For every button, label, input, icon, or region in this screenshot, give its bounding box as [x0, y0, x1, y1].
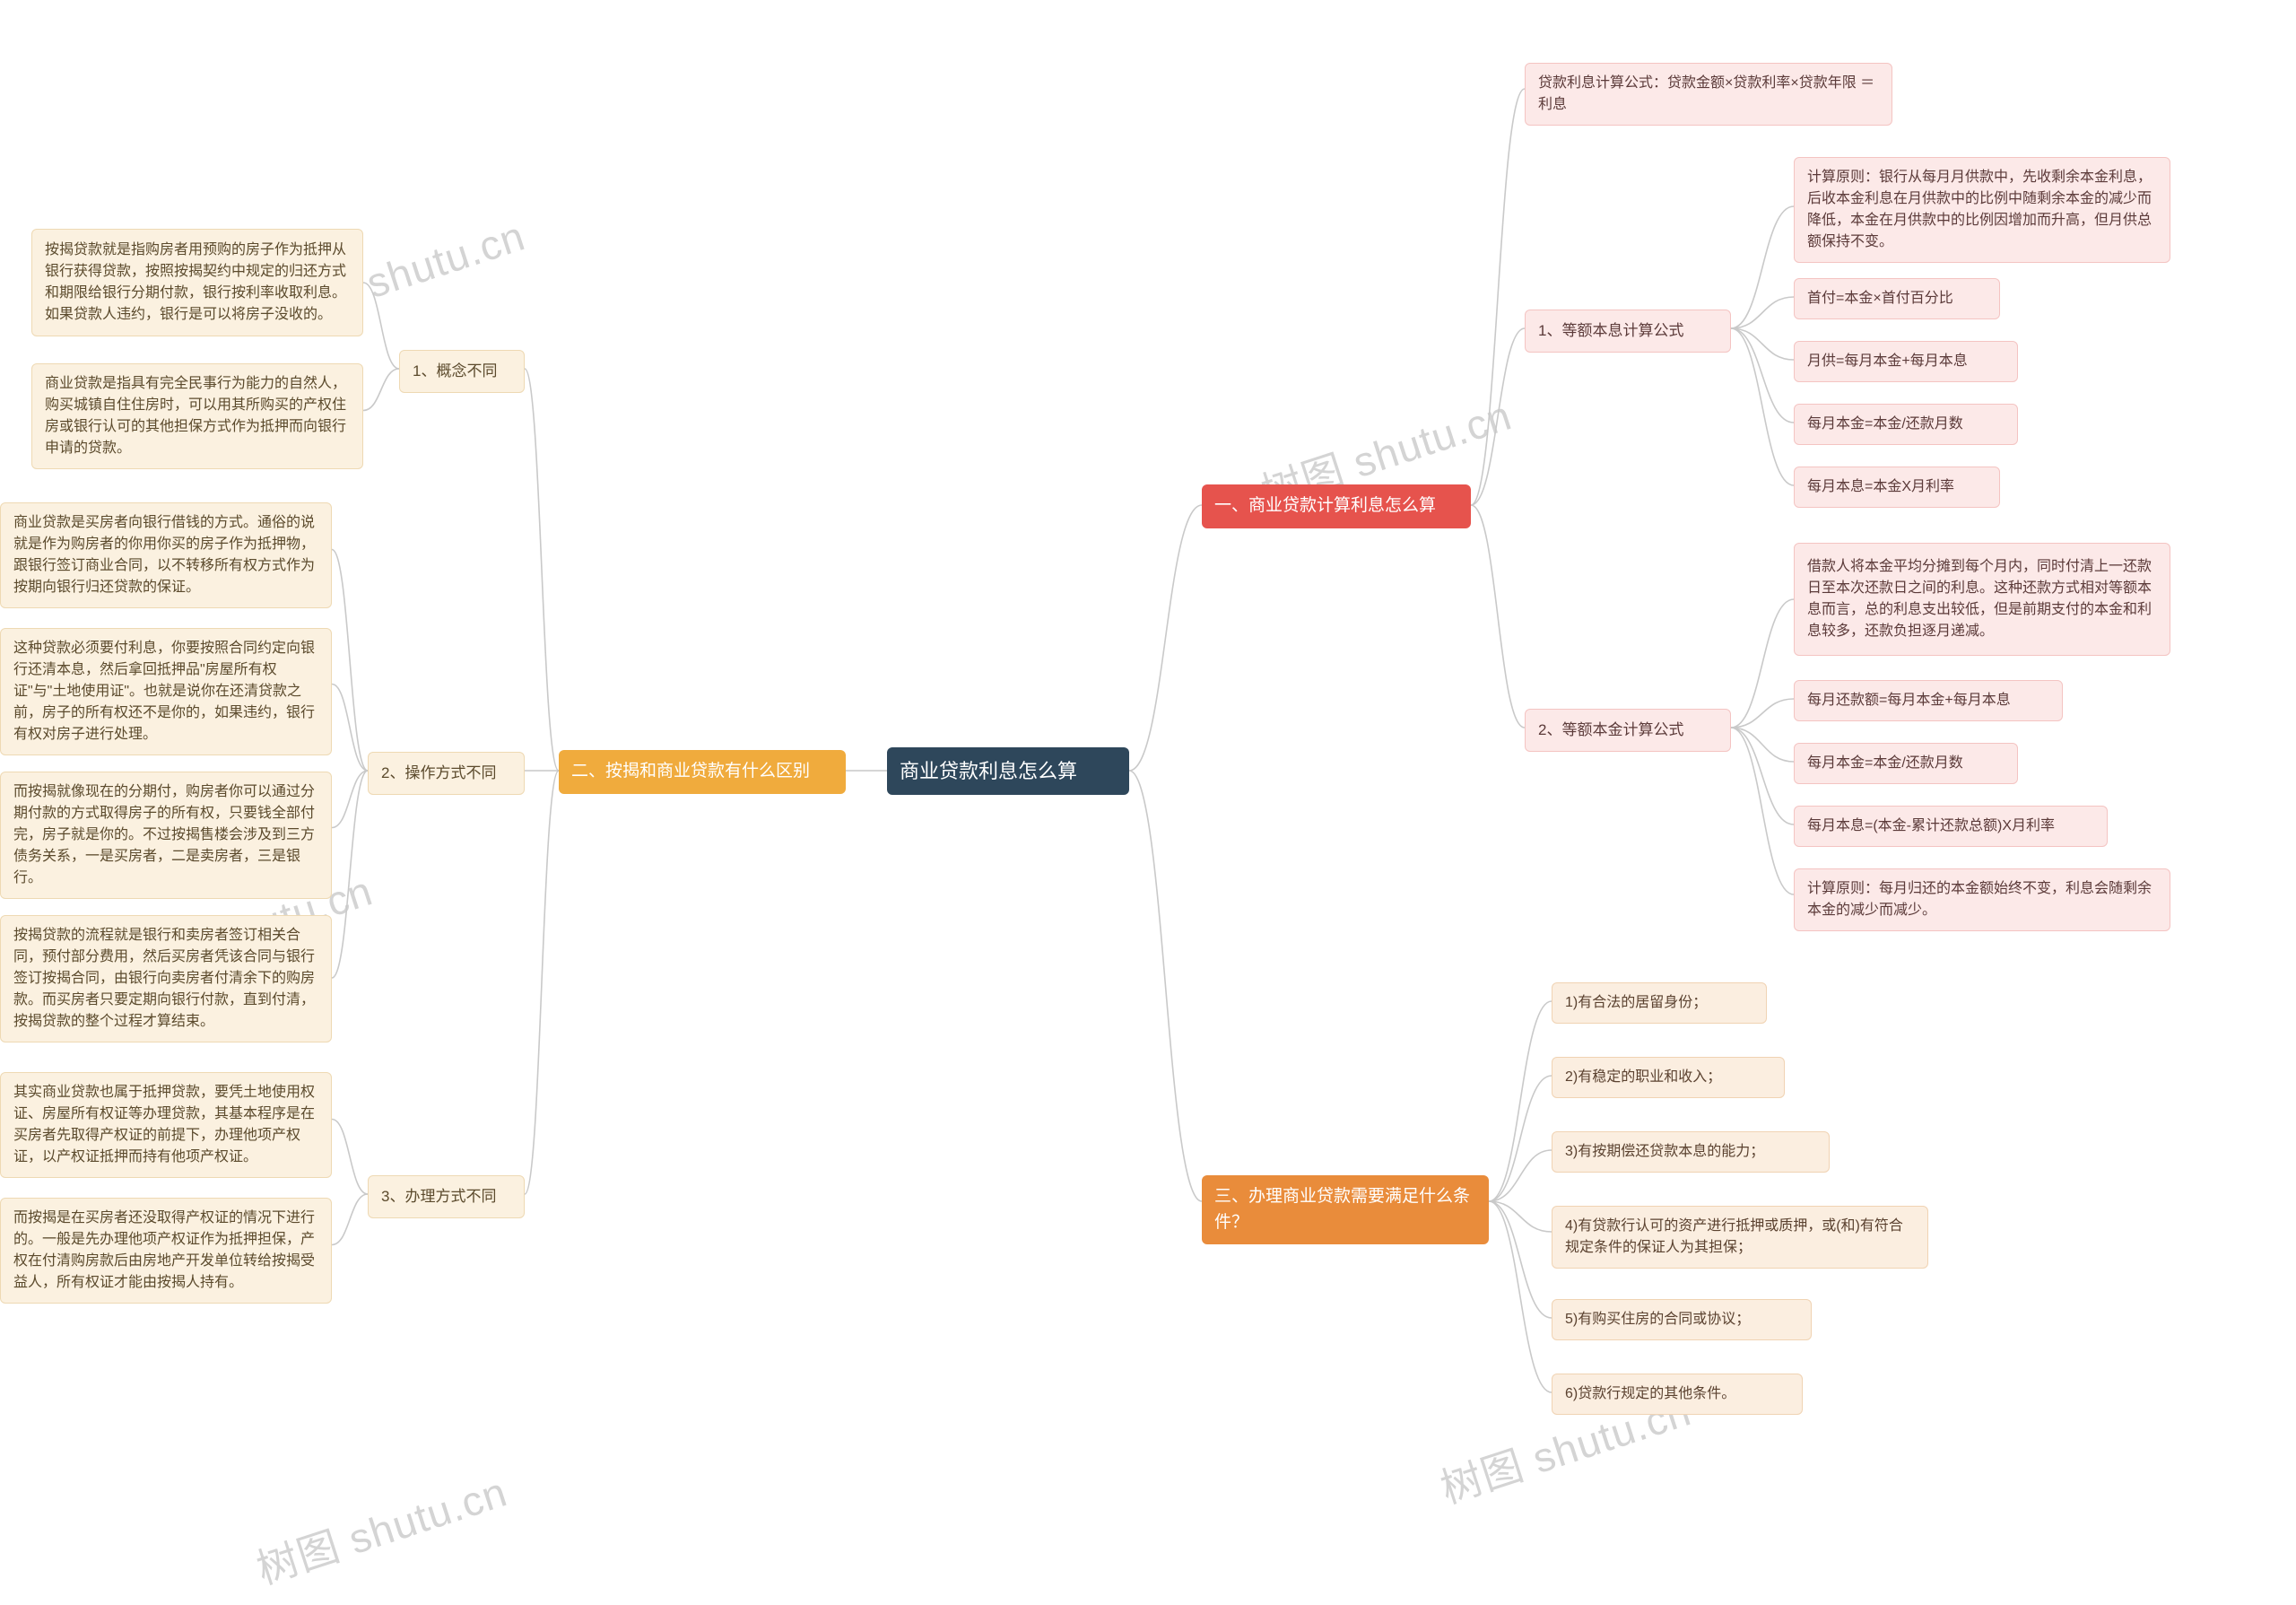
watermark: 树图 shutu.cn [248, 1460, 514, 1596]
node-b2[interactable]: 二、按揭和商业贷款有什么区别 [559, 750, 846, 794]
node-label: 计算原则：每月归还的本金额始终不变，利息会随剩余本金的减少而减少。 [1807, 878, 2157, 921]
node-label: 按揭贷款就是指购房者用预购的房子作为抵押从银行获得贷款，按照按揭契约中规定的归还… [45, 240, 350, 326]
node-b2_s2_d[interactable]: 按揭贷款的流程就是银行和卖房者签订相关合同，预付部分费用，然后买房者凭该合同与银… [0, 915, 332, 1042]
node-label: 一、商业贷款计算利息怎么算 [1214, 493, 1436, 519]
node-label: 商业贷款利息怎么算 [900, 756, 1077, 786]
node-label: 每月本息=(本金-累计还款总额)X月利率 [1807, 816, 2055, 837]
node-label: 2、等额本金计算公式 [1538, 719, 1683, 742]
node-b2_s1_a[interactable]: 按揭贷款就是指购房者用预购的房子作为抵押从银行获得贷款，按照按揭契约中规定的归还… [31, 229, 363, 336]
node-label: 按揭贷款的流程就是银行和卖房者签订相关合同，预付部分费用，然后买房者凭该合同与银… [13, 925, 318, 1033]
node-b2_s2[interactable]: 2、操作方式不同 [368, 752, 525, 795]
node-b1_s1_d[interactable]: 每月本金=本金/还款月数 [1794, 404, 2018, 445]
node-label: 这种贷款必须要付利息，你要按照合同约定向银行还清本息，然后拿回抵押品"房屋所有权… [13, 638, 318, 746]
node-b3_b[interactable]: 2)有稳定的职业和收入； [1552, 1057, 1785, 1098]
node-label: 每月本金=本金/还款月数 [1807, 414, 1963, 435]
node-label: 而按揭就像现在的分期付，购房者你可以通过分期付款的方式取得房子的所有权，只要钱全… [13, 781, 318, 889]
node-root[interactable]: 商业贷款利息怎么算 [887, 747, 1129, 795]
node-label: 5)有购买住房的合同或协议； [1565, 1309, 1750, 1330]
node-b2_s3_b[interactable]: 而按揭是在买房者还没取得产权证的情况下进行的。一般是先办理他项产权证作为抵押担保… [0, 1198, 332, 1304]
node-b1_s2_e[interactable]: 计算原则：每月归还的本金额始终不变，利息会随剩余本金的减少而减少。 [1794, 868, 2170, 931]
node-label: 计算原则：银行从每月月供款中，先收剩余本金利息，后收本金利息在月供款中的比例中随… [1807, 167, 2157, 253]
node-b2_s1_b[interactable]: 商业贷款是指具有完全民事行为能力的自然人，购买城镇自住住房时，可以用其所购买的产… [31, 363, 363, 469]
node-b2_s3_a[interactable]: 其实商业贷款也属于抵押贷款，要凭土地使用权证、房屋所有权证等办理贷款，其基本程序… [0, 1072, 332, 1178]
node-label: 6)贷款行规定的其他条件。 [1565, 1383, 1735, 1405]
node-b1_s2_c[interactable]: 每月本金=本金/还款月数 [1794, 743, 2018, 784]
node-b3_f[interactable]: 6)贷款行规定的其他条件。 [1552, 1374, 1803, 1415]
node-b1_s1_e[interactable]: 每月本息=本金X月利率 [1794, 467, 2000, 508]
node-label: 每月还款额=每月本金+每月本息 [1807, 690, 2011, 711]
node-b3_e[interactable]: 5)有购买住房的合同或协议； [1552, 1299, 1812, 1340]
node-b3_a[interactable]: 1)有合法的居留身份； [1552, 982, 1767, 1024]
node-b2_s1[interactable]: 1、概念不同 [399, 350, 525, 393]
node-b3_d[interactable]: 4)有贷款行认可的资产进行抵押或质押，或(和)有符合规定条件的保证人为其担保； [1552, 1206, 1928, 1269]
node-b1_s2_b[interactable]: 每月还款额=每月本金+每月本息 [1794, 680, 2063, 721]
node-label: 借款人将本金平均分摊到每个月内，同时付清上一还款日至本次还款日之间的利息。这种还… [1807, 556, 2157, 642]
node-label: 其实商业贷款也属于抵押贷款，要凭土地使用权证、房屋所有权证等办理贷款，其基本程序… [13, 1082, 318, 1168]
node-label: 1、等额本息计算公式 [1538, 319, 1683, 343]
node-label: 月供=每月本金+每月本息 [1807, 351, 1968, 372]
node-b1_s2[interactable]: 2、等额本金计算公式 [1525, 709, 1731, 752]
node-label: 三、办理商业贷款需要满足什么条件？ [1214, 1184, 1476, 1235]
node-label: 3)有按期偿还贷款本息的能力； [1565, 1141, 1764, 1163]
node-label: 二、按揭和商业贷款有什么区别 [571, 759, 810, 785]
mindmap-canvas: 树图 shutu.cn树图 shutu.cn树图 shutu.cn树图 shut… [0, 0, 2296, 1605]
node-b3_c[interactable]: 3)有按期偿还贷款本息的能力； [1552, 1131, 1830, 1173]
node-label: 商业贷款是买房者向银行借钱的方式。通俗的说就是作为购房者的你用你买的房子作为抵押… [13, 512, 318, 598]
node-b1_s1[interactable]: 1、等额本息计算公式 [1525, 310, 1731, 353]
node-label: 商业贷款是指具有完全民事行为能力的自然人，购买城镇自住住房时，可以用其所购买的产… [45, 373, 350, 459]
node-label: 2)有稳定的职业和收入； [1565, 1067, 1721, 1088]
node-b2_s3[interactable]: 3、办理方式不同 [368, 1175, 525, 1218]
node-b1_s1_c[interactable]: 月供=每月本金+每月本息 [1794, 341, 2018, 382]
node-label: 贷款利息计算公式：贷款金额×贷款利率×贷款年限 ＝ 利息 [1538, 73, 1879, 116]
node-label: 而按揭是在买房者还没取得产权证的情况下进行的。一般是先办理他项产权证作为抵押担保… [13, 1208, 318, 1294]
node-label: 2、操作方式不同 [381, 762, 496, 785]
node-label: 3、办理方式不同 [381, 1185, 496, 1208]
node-b1_s2_d[interactable]: 每月本息=(本金-累计还款总额)X月利率 [1794, 806, 2108, 847]
node-label: 4)有贷款行认可的资产进行抵押或质押，或(和)有符合规定条件的保证人为其担保； [1565, 1216, 1915, 1259]
node-b3[interactable]: 三、办理商业贷款需要满足什么条件？ [1202, 1175, 1489, 1244]
node-label: 每月本息=本金X月利率 [1807, 476, 1954, 498]
node-b1_s2_a[interactable]: 借款人将本金平均分摊到每个月内，同时付清上一还款日至本次还款日之间的利息。这种还… [1794, 543, 2170, 656]
node-b2_s2_b[interactable]: 这种贷款必须要付利息，你要按照合同约定向银行还清本息，然后拿回抵押品"房屋所有权… [0, 628, 332, 755]
node-label: 1)有合法的居留身份； [1565, 992, 1707, 1014]
node-b1_s1_b[interactable]: 首付=本金×首付百分比 [1794, 278, 2000, 319]
node-label: 每月本金=本金/还款月数 [1807, 753, 1963, 774]
node-label: 首付=本金×首付百分比 [1807, 288, 1953, 310]
node-b1_s0[interactable]: 贷款利息计算公式：贷款金额×贷款利率×贷款年限 ＝ 利息 [1525, 63, 1892, 126]
node-b2_s2_c[interactable]: 而按揭就像现在的分期付，购房者你可以通过分期付款的方式取得房子的所有权，只要钱全… [0, 772, 332, 899]
node-b1[interactable]: 一、商业贷款计算利息怎么算 [1202, 484, 1471, 528]
node-b2_s2_a[interactable]: 商业贷款是买房者向银行借钱的方式。通俗的说就是作为购房者的你用你买的房子作为抵押… [0, 502, 332, 608]
node-label: 1、概念不同 [413, 360, 497, 383]
node-b1_s1_a[interactable]: 计算原则：银行从每月月供款中，先收剩余本金利息，后收本金利息在月供款中的比例中随… [1794, 157, 2170, 263]
